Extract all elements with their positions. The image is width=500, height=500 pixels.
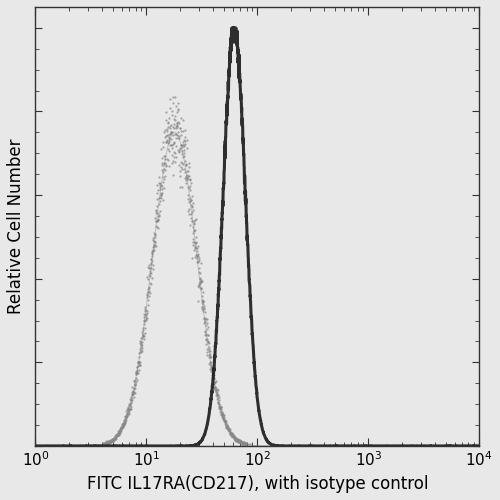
X-axis label: FITC IL17RA(CD217), with isotype control: FITC IL17RA(CD217), with isotype control <box>86 475 428 493</box>
Y-axis label: Relative Cell Number: Relative Cell Number <box>7 138 25 314</box>
